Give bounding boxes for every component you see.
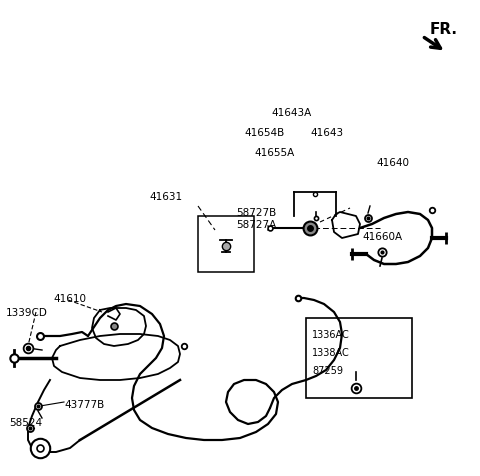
Text: 41655A: 41655A: [254, 148, 294, 158]
Text: 1339CD: 1339CD: [6, 308, 48, 318]
Bar: [198, 216, 254, 272]
Text: 41640: 41640: [376, 158, 409, 168]
Text: 58524: 58524: [10, 418, 43, 428]
Text: 1338AC: 1338AC: [312, 348, 350, 358]
Text: 41643A: 41643A: [272, 108, 312, 118]
Text: 58727B: 58727B: [236, 208, 276, 218]
Text: 41643: 41643: [310, 128, 343, 138]
Text: 43777B: 43777B: [64, 400, 104, 410]
Text: 58727A: 58727A: [236, 220, 276, 230]
Text: 41654B: 41654B: [244, 128, 284, 138]
Text: 87259: 87259: [312, 366, 343, 376]
Text: 41610: 41610: [53, 294, 86, 304]
Bar: [306, 318, 412, 398]
Text: 41631: 41631: [149, 192, 182, 202]
Text: 1336AC: 1336AC: [312, 330, 350, 340]
Text: 41660A: 41660A: [362, 232, 402, 242]
Text: FR.: FR.: [430, 22, 458, 37]
